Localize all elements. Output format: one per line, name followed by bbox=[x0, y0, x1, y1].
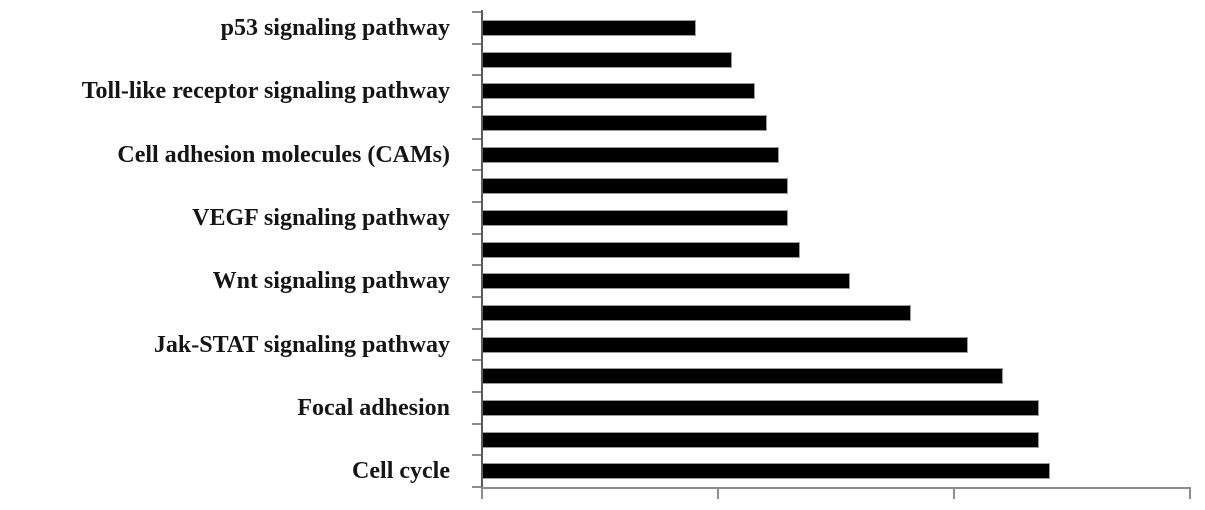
bar bbox=[482, 146, 779, 163]
x-axis-line bbox=[481, 487, 1191, 489]
y-axis-tick bbox=[472, 454, 481, 457]
y-axis-tick bbox=[472, 264, 481, 267]
bar bbox=[482, 336, 968, 353]
bar bbox=[482, 241, 800, 258]
category-label: Jak-STAT signaling pathway bbox=[153, 331, 450, 358]
y-axis-tick bbox=[472, 327, 481, 330]
category-label: Cell adhesion molecules (CAMs) bbox=[117, 141, 450, 168]
bar bbox=[482, 431, 1039, 448]
category-label: Wnt signaling pathway bbox=[212, 268, 450, 295]
y-axis-tick bbox=[472, 11, 481, 13]
category-label: Cell cycle bbox=[352, 458, 450, 485]
y-axis-tick bbox=[472, 137, 481, 140]
y-axis-tick bbox=[472, 232, 481, 235]
category-label: Toll-like receptor signaling pathway bbox=[81, 78, 450, 105]
x-axis-tick bbox=[481, 489, 483, 499]
x-axis-tick bbox=[1189, 489, 1191, 499]
y-axis-tick bbox=[472, 486, 481, 488]
bar bbox=[482, 19, 696, 36]
y-axis-tick bbox=[472, 74, 481, 77]
y-axis-tick bbox=[472, 391, 481, 393]
bar bbox=[482, 51, 732, 68]
y-axis-tick bbox=[472, 359, 481, 362]
x-axis-tick bbox=[717, 489, 719, 499]
y-axis-tick bbox=[472, 296, 481, 298]
y-axis-tick bbox=[472, 422, 481, 425]
bar bbox=[482, 273, 850, 290]
bar bbox=[482, 304, 911, 321]
y-axis-tick bbox=[472, 201, 481, 203]
category-label: Focal adhesion bbox=[297, 394, 450, 421]
bar bbox=[482, 83, 755, 100]
bar bbox=[482, 399, 1039, 416]
category-label: p53 signaling pathway bbox=[220, 14, 450, 41]
bar bbox=[482, 368, 1003, 385]
bar bbox=[482, 178, 788, 195]
bar bbox=[482, 209, 788, 226]
y-axis-tick bbox=[472, 42, 481, 45]
y-axis-line bbox=[481, 10, 483, 489]
y-axis-tick bbox=[472, 169, 481, 172]
bar bbox=[482, 114, 767, 131]
y-axis-tick bbox=[472, 106, 481, 108]
bar bbox=[482, 463, 1050, 480]
x-axis-tick bbox=[953, 489, 955, 499]
category-label: VEGF signaling pathway bbox=[192, 204, 450, 231]
